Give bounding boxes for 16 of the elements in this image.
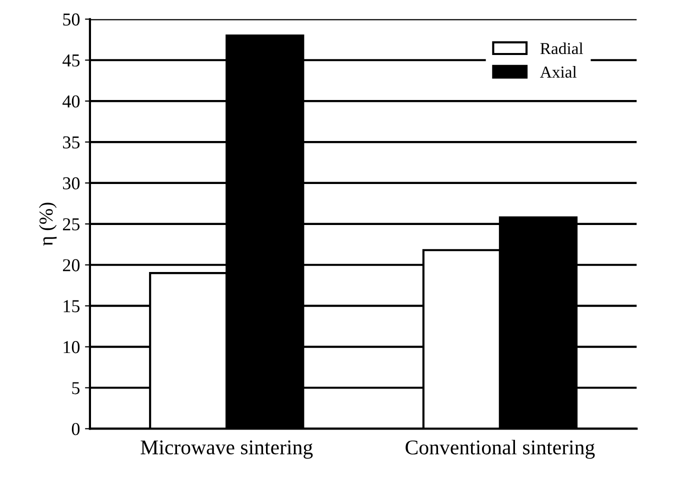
- y-tick-label: 50: [63, 13, 80, 26]
- y-tick-label: 40: [62, 95, 80, 108]
- y-tick-label: 10: [64, 341, 80, 354]
- y-tick-label: 25: [62, 218, 80, 230]
- x-tick-label: Microwave sintering: [140, 440, 313, 459]
- y-tick-label: 20: [62, 259, 80, 272]
- y-tick-label: 45: [62, 54, 80, 67]
- y-tick-label: 15: [64, 300, 80, 312]
- x-tick-label: Conventional sintering: [406, 440, 595, 459]
- y-tick-label: 30: [63, 177, 80, 190]
- legend-label: Radial: [540, 42, 584, 54]
- y-tick-label: 5: [72, 382, 80, 394]
- y-axis-title: η (%): [38, 202, 57, 246]
- y-tick-label: 0: [72, 422, 80, 436]
- y-tick-label: 35: [63, 136, 80, 148]
- legend-label: Axial: [540, 66, 577, 78]
